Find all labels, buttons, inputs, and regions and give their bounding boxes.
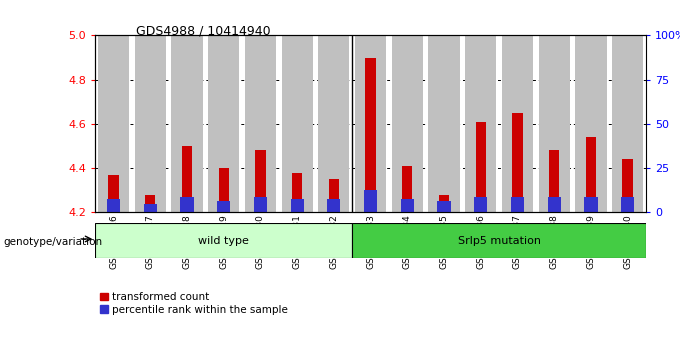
Bar bbox=[95, 223, 352, 258]
Bar bbox=[364, 190, 377, 212]
Bar bbox=[428, 35, 460, 212]
Bar bbox=[475, 122, 486, 197]
Bar bbox=[575, 35, 607, 212]
Text: wild type: wild type bbox=[199, 236, 249, 246]
Bar bbox=[145, 195, 156, 204]
Bar bbox=[365, 57, 376, 190]
Bar bbox=[622, 159, 633, 212]
Bar bbox=[328, 179, 339, 212]
Bar bbox=[108, 175, 119, 212]
Bar bbox=[292, 173, 303, 212]
Bar bbox=[135, 35, 166, 212]
Bar bbox=[547, 197, 561, 212]
Bar bbox=[355, 35, 386, 212]
Bar bbox=[352, 223, 646, 258]
Text: Srlp5 mutation: Srlp5 mutation bbox=[458, 236, 541, 246]
Bar bbox=[612, 35, 643, 212]
Bar bbox=[318, 35, 350, 212]
Bar bbox=[365, 57, 376, 212]
Bar bbox=[512, 113, 523, 212]
Bar bbox=[511, 197, 524, 212]
Bar bbox=[549, 150, 560, 197]
Bar bbox=[439, 195, 449, 212]
Bar bbox=[401, 199, 414, 212]
Bar bbox=[255, 150, 266, 197]
Bar bbox=[217, 201, 231, 212]
Bar bbox=[290, 199, 304, 212]
Bar bbox=[402, 166, 413, 199]
Bar bbox=[622, 159, 633, 197]
Bar bbox=[539, 35, 570, 212]
Bar bbox=[474, 197, 488, 212]
Bar bbox=[182, 146, 192, 197]
Bar bbox=[402, 166, 413, 212]
Text: GDS4988 / 10414940: GDS4988 / 10414940 bbox=[136, 25, 271, 38]
Bar bbox=[180, 197, 194, 212]
Bar bbox=[465, 35, 496, 212]
Bar bbox=[208, 35, 239, 212]
Bar bbox=[502, 35, 533, 212]
Bar bbox=[549, 150, 560, 212]
Bar bbox=[437, 201, 451, 212]
Bar bbox=[282, 35, 313, 212]
Bar bbox=[171, 35, 203, 212]
Bar bbox=[145, 195, 156, 212]
Bar bbox=[292, 172, 303, 199]
Bar bbox=[439, 195, 449, 201]
Bar bbox=[512, 113, 523, 197]
Bar bbox=[584, 197, 598, 212]
Bar bbox=[621, 197, 634, 212]
Bar bbox=[108, 175, 119, 199]
Bar bbox=[255, 150, 266, 212]
Legend: transformed count, percentile rank within the sample: transformed count, percentile rank withi… bbox=[101, 292, 288, 315]
Text: genotype/variation: genotype/variation bbox=[3, 238, 103, 247]
Bar bbox=[475, 122, 486, 212]
Bar bbox=[107, 199, 120, 212]
Bar bbox=[245, 35, 276, 212]
Bar bbox=[182, 146, 192, 212]
Bar bbox=[328, 179, 339, 199]
Bar bbox=[143, 204, 157, 212]
Bar bbox=[218, 168, 229, 201]
Bar bbox=[585, 137, 596, 197]
Bar bbox=[254, 197, 267, 212]
Bar bbox=[327, 199, 341, 212]
Bar bbox=[98, 35, 129, 212]
Bar bbox=[218, 168, 229, 212]
Bar bbox=[585, 137, 596, 212]
Bar bbox=[392, 35, 423, 212]
